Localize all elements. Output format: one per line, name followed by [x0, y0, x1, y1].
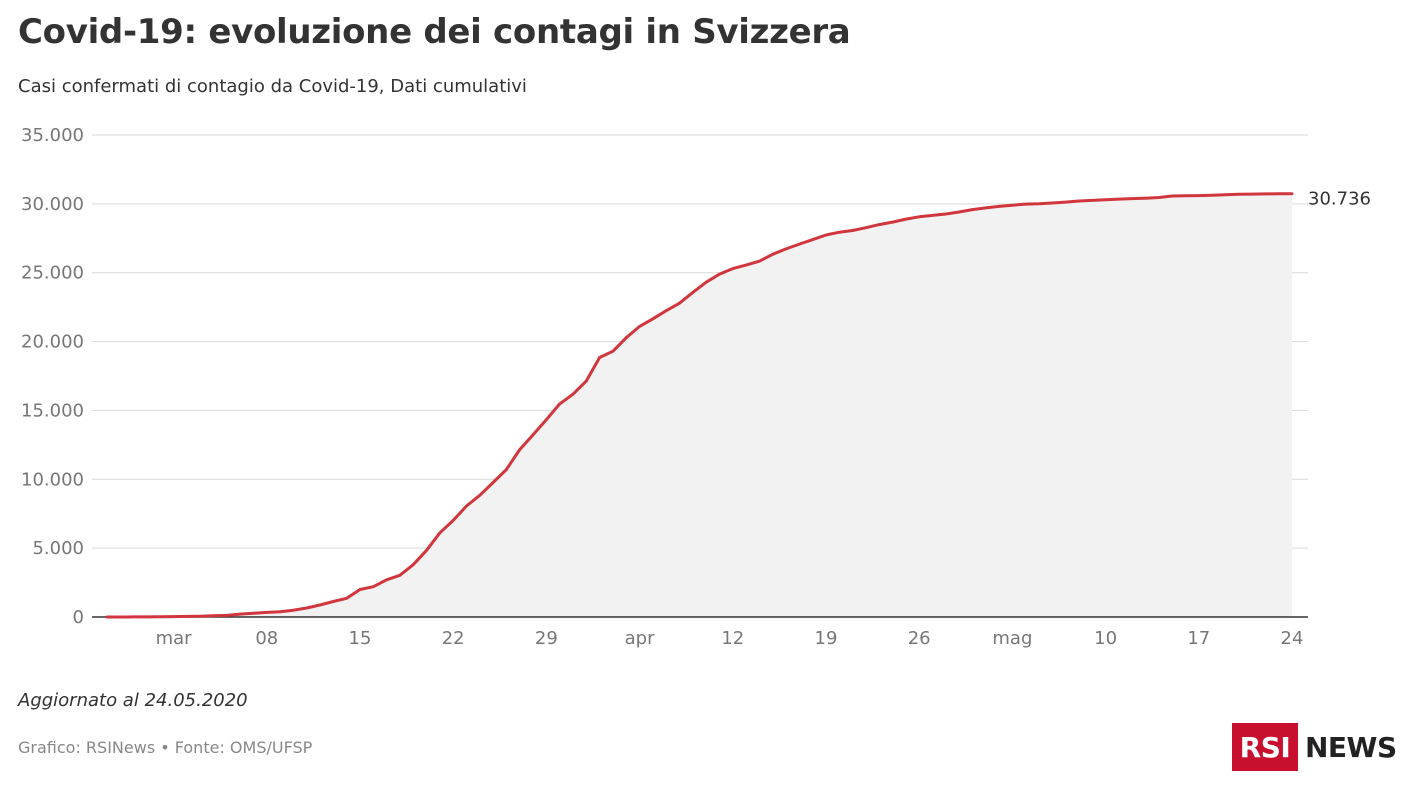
x-tick-label: 26	[908, 628, 931, 649]
y-tick-label: 0	[73, 607, 84, 628]
end-value-label: 30.736	[1308, 189, 1371, 210]
update-note: Aggiornato al 24.05.2020	[18, 690, 248, 711]
end-value-layer: 30.736	[1308, 189, 1371, 210]
x-tick-label: 15	[349, 628, 372, 649]
y-tick-label: 25.000	[21, 263, 84, 284]
x-tick-label: 17	[1187, 628, 1210, 649]
x-tick-label: mag	[992, 628, 1032, 649]
area-fill	[107, 193, 1292, 617]
chart-subtitle: Casi confermati di contagio da Covid-19,…	[18, 76, 527, 97]
x-tick-label: 10	[1094, 628, 1117, 649]
y-axis-labels: 0 5.000 10.000 15.000 20.000 25.000 30.000 35.0…	[21, 125, 84, 628]
y-tick-label: 15.000	[21, 400, 84, 421]
x-tick-label: 24	[1281, 628, 1304, 649]
y-tick-label: 5.000	[32, 538, 84, 559]
x-tick-label: 29	[535, 628, 558, 649]
x-tick-label: apr	[625, 628, 655, 649]
x-tick-label: 19	[815, 628, 838, 649]
series-line	[105, 192, 1294, 619]
logo-rsi-box: RSI	[1232, 723, 1298, 771]
x-axis-labels: mar 08 15 22 29 apr 12 19 26 mag 10 17 24	[156, 628, 1304, 649]
series-line-layer	[105, 192, 1294, 619]
y-tick-label: 30.000	[21, 194, 84, 215]
chart-title: Covid-19: evoluzione dei contagi in Sviz…	[18, 12, 851, 52]
source-credit: Grafico: RSINews • Fonte: OMS/UFSP	[18, 738, 313, 757]
y-tick-label: 20.000	[21, 332, 84, 353]
x-tick-label: 08	[255, 628, 278, 649]
x-tick-label: mar	[156, 628, 193, 649]
rsi-news-logo: RSI NEWS	[1232, 723, 1397, 771]
y-tick-label: 10.000	[21, 469, 84, 490]
logo-news-text: NEWS	[1305, 730, 1397, 764]
area-fill-layer	[107, 193, 1292, 617]
x-tick-label: 12	[721, 628, 744, 649]
y-tick-label: 35.000	[21, 125, 84, 146]
x-tick-label: 22	[442, 628, 465, 649]
